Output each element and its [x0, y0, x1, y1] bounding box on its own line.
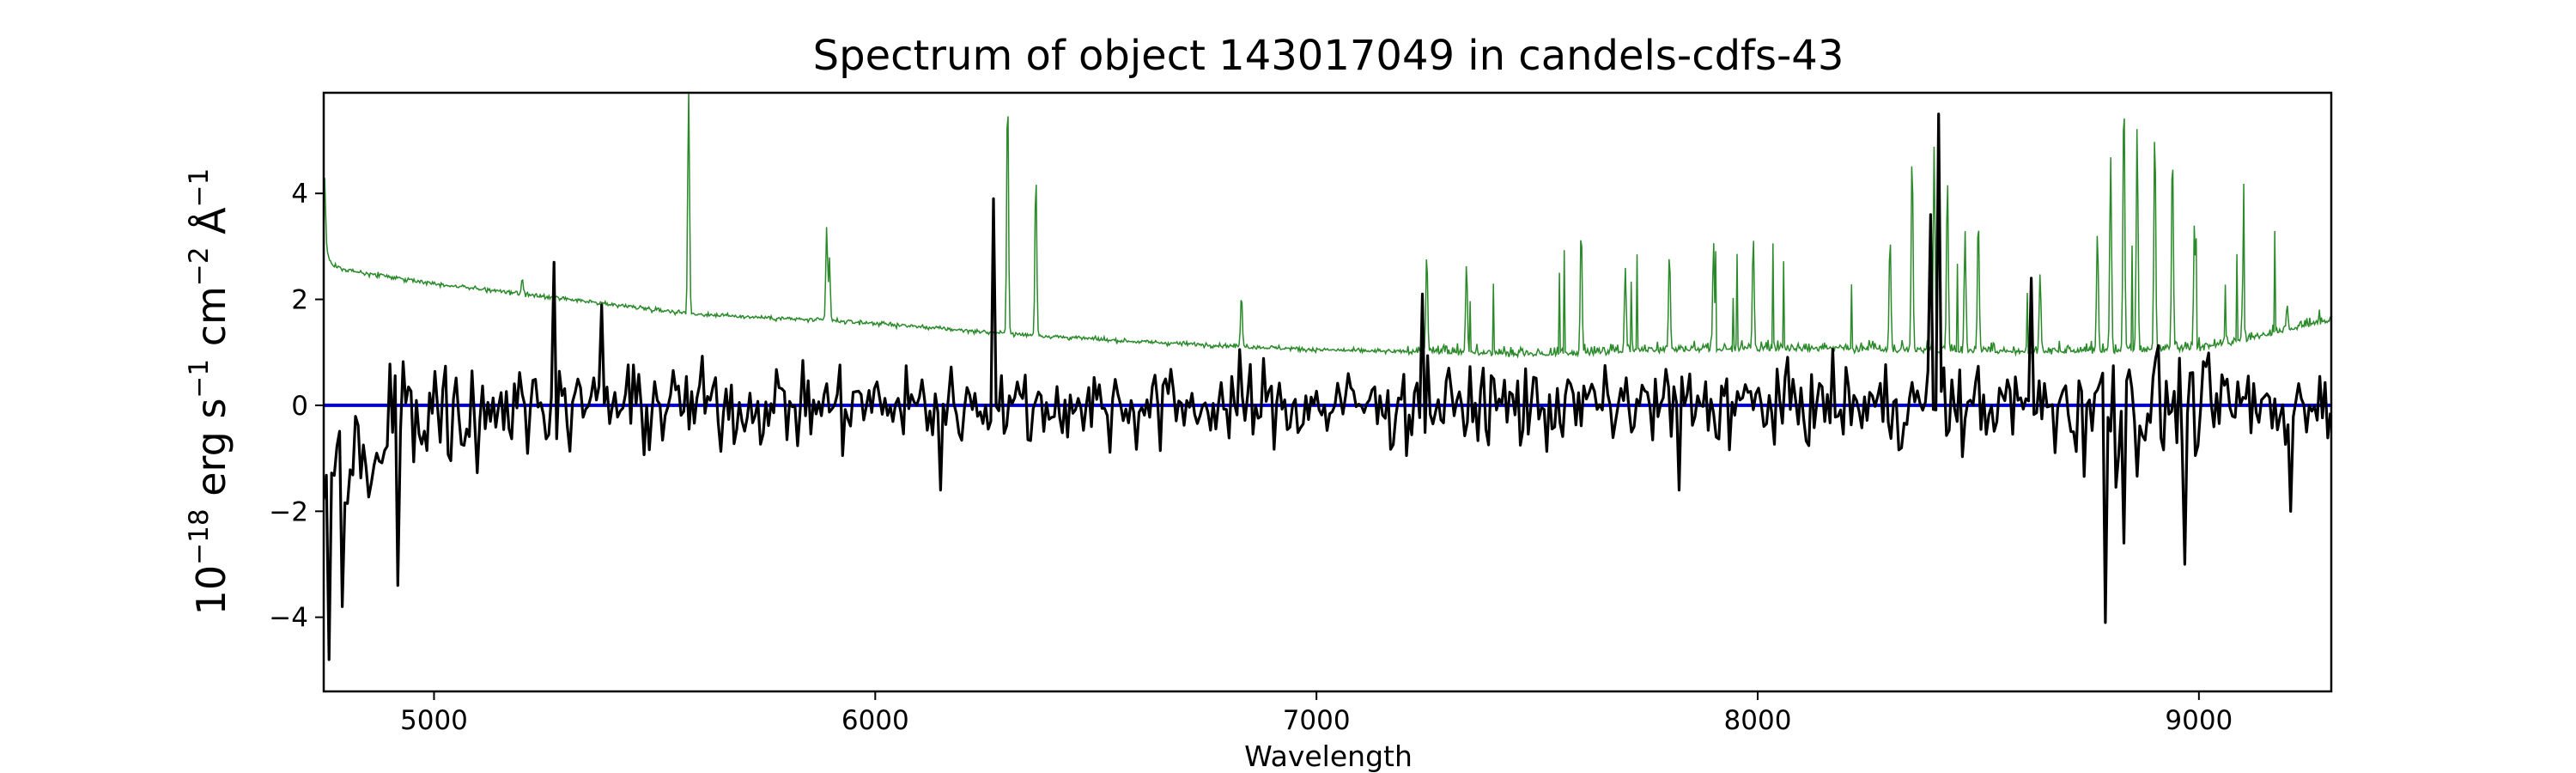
- y-label-exp-a: −1: [184, 359, 215, 399]
- y-label-exp-power: −18: [184, 508, 215, 564]
- y-label-base: 10: [188, 565, 234, 616]
- chart-title: Spectrum of object 143017049 in candels-…: [813, 32, 1844, 80]
- plot-frame: [322, 91, 2333, 693]
- y-axis: −4 −2 0 2 4: [269, 179, 324, 634]
- flux-spectrum-line: [324, 113, 2331, 661]
- x-axis-label: Wavelength: [1244, 740, 1413, 773]
- y-tick-label: 0: [291, 391, 308, 422]
- x-tick-label: 7000: [1283, 705, 1351, 736]
- x-tick-label: 6000: [841, 705, 909, 736]
- y-axis-label: 10−18 erg s−1 cm−2 Å−1: [184, 168, 234, 616]
- y-label-unit-c: Å: [188, 207, 234, 247]
- x-axis: 5000 6000 7000 8000 9000: [400, 691, 2233, 736]
- y-tick-label: −2: [269, 496, 308, 527]
- series-layer: [324, 93, 2331, 661]
- x-tick-label: 5000: [400, 705, 468, 736]
- y-label-exp-b: −2: [184, 247, 215, 286]
- y-label-exp-c: −1: [184, 168, 215, 208]
- y-tick-label: 2: [291, 285, 308, 316]
- x-tick-label: 9000: [2165, 705, 2233, 736]
- y-tick-label: 4: [291, 179, 308, 210]
- y-label-unit-b: cm: [188, 286, 234, 359]
- x-tick-label: 8000: [1724, 705, 1792, 736]
- y-tick-label: −4: [269, 603, 308, 634]
- y-label-unit-a: erg s: [188, 399, 234, 509]
- error-spectrum-line: [324, 93, 2331, 359]
